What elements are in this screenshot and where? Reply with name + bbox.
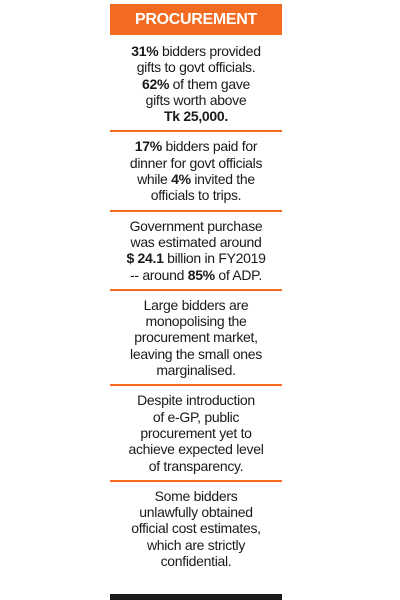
header-title: PROCUREMENT DEALS [110, 4, 282, 59]
text-line: leaving the small ones [110, 346, 282, 362]
text-line: confidential. [110, 553, 282, 569]
text: dinner for govt officials [129, 154, 263, 171]
text-line: $ 24.1 billion in FY2019 [110, 250, 282, 266]
text-line: while 4% invited the [110, 171, 282, 187]
text-line: Government purchase [110, 218, 282, 234]
text: invited the [190, 171, 255, 188]
text-line: Large bidders are [110, 297, 282, 313]
text-line: of transparency. [110, 458, 282, 474]
text-line: officials to trips. [110, 187, 282, 203]
text-line: procurement market, [110, 329, 282, 345]
text-line: which are strictly [110, 537, 282, 553]
text: gifts to govt officials. [136, 59, 256, 76]
text-line: marginalised. [110, 362, 282, 378]
text: procurement market, [134, 329, 258, 346]
text: of e-GP, public [152, 408, 240, 425]
fact-item: 31% bidders provided gifts to govt offici… [110, 37, 282, 133]
text: while [137, 171, 172, 188]
text: marginalised. [156, 362, 236, 379]
text-line: unlawfully obtained [110, 504, 282, 520]
text: Government purchase [129, 217, 263, 234]
text-line: monopolising the [110, 313, 282, 329]
text: of them gave [169, 75, 251, 92]
text: monopolising the [145, 313, 247, 330]
bold-text: 4% [171, 171, 191, 188]
text: of ADP. [214, 266, 262, 283]
fact-item: Some bidders unlawfully obtained official … [110, 482, 282, 575]
text-line: Tk 25,000. [110, 108, 282, 124]
text: -- around [130, 266, 188, 283]
fact-list: 31% bidders provided gifts to govt offici… [110, 37, 282, 575]
text-line: -- around 85% of ADP. [110, 267, 282, 283]
text: bidders paid for [161, 138, 258, 155]
bold-text: 62% [141, 75, 170, 92]
fact-item: Despite introduction of e-GP, public procu… [110, 386, 282, 482]
text: officials to trips. [150, 187, 242, 204]
text: bidders provided [158, 43, 261, 59]
fact-item: Government purchase was estimated around $… [110, 212, 282, 291]
text: billion in FY2019 [163, 250, 266, 267]
text: Some bidders [154, 487, 238, 504]
text-line: gifts worth above [110, 92, 282, 108]
text: of transparency. [148, 457, 244, 474]
fact-item: 17% bidders paid for dinner for govt offi… [110, 132, 282, 212]
text: Large bidders are [143, 296, 249, 313]
text-line: 31% bidders provided [110, 43, 282, 59]
text: confidential. [160, 553, 232, 570]
text: gifts worth above [145, 91, 247, 108]
text-line: procurement yet to [110, 425, 282, 441]
text-line: 17% bidders paid for [110, 138, 282, 154]
text-line: was estimated around [110, 234, 282, 250]
text-line: dinner for govt officials [110, 155, 282, 171]
text: leaving the small ones [130, 345, 262, 362]
bottom-bar [110, 594, 282, 600]
bold-text: 17% [134, 138, 162, 155]
text-line: achieve expected level [110, 441, 282, 457]
text-line: official cost estimates, [110, 520, 282, 536]
text-line: of e-GP, public [110, 409, 282, 425]
text-line: Some bidders [110, 488, 282, 504]
text: unlawfully obtained [139, 504, 253, 521]
bold-text: 31% [131, 43, 159, 59]
bold-text: Tk 25,000. [164, 108, 228, 125]
text: procurement yet to [140, 424, 252, 441]
text: achieve expected level [128, 441, 264, 458]
text: official cost estimates, [131, 520, 261, 537]
bold-text: $ 24.1 [126, 250, 164, 267]
text: which are strictly [146, 536, 246, 553]
text-line: gifts to govt officials. [110, 59, 282, 75]
fact-item: Large bidders are monopolising the procure… [110, 291, 282, 387]
text: Despite introduction [137, 392, 255, 409]
text-line: Despite introduction [110, 392, 282, 408]
bold-text: 85% [187, 266, 215, 283]
text-line: 62% of them gave [110, 76, 282, 92]
text: was estimated around [130, 233, 262, 250]
